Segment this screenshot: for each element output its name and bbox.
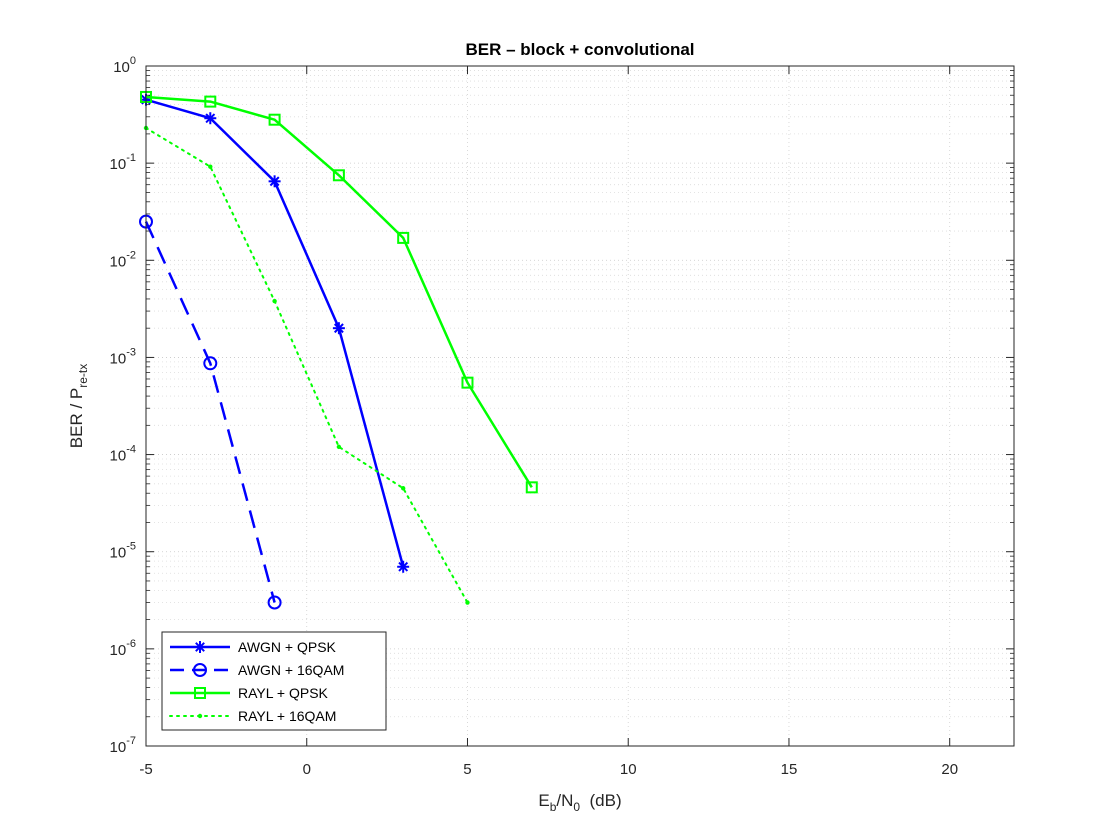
y-tick-label: 10-5: [110, 541, 136, 562]
data-point-circle: [267, 595, 282, 610]
x-tick-label: 20: [941, 761, 958, 778]
x-axis-label-tail: (dB): [580, 791, 622, 810]
y-axis-label: BER / Pre-tx: [67, 364, 90, 448]
y-tick-label: 10-7: [110, 735, 136, 756]
legend-label: AWGN + 16QAM: [238, 662, 344, 678]
data-point-square: [194, 687, 206, 699]
data-point-dot: [400, 486, 406, 491]
data-point-square: [461, 376, 474, 389]
y-tick-label: 100: [113, 55, 136, 76]
legend-item: RAYL + 16QAM: [169, 708, 336, 724]
svg-text:Eb/N0 (dB): Eb/N0 (dB): [538, 791, 621, 814]
legend-label: AWGN + QPSK: [238, 639, 337, 655]
y-tick-label: 10-6: [110, 638, 136, 659]
y-axis-label-main: BER / P: [67, 388, 86, 448]
axes-box: [145, 65, 1015, 747]
y-tick-labels: 100 10-1 10-2 10-3 10-4 10-5 10-6 10-7: [110, 55, 136, 756]
data-point-square: [397, 231, 410, 244]
series-4: [143, 125, 470, 605]
y-tick-label: 10-1: [110, 152, 136, 173]
series-line: [145, 95, 533, 488]
y-axis-label-sub: re-tx: [76, 364, 90, 388]
x-axis-label: Eb/N0 (dB): [538, 791, 621, 814]
data-point-square: [204, 95, 217, 108]
data-point-circle: [193, 663, 207, 677]
data-point-square: [525, 481, 538, 494]
y-tick-label: 10-4: [110, 444, 136, 465]
data-point-square: [268, 113, 281, 126]
x-axis-label-sub2: 0: [573, 800, 580, 814]
data-point-dot: [197, 713, 203, 719]
legend-item: AWGN + 16QAM: [170, 662, 344, 678]
legend-item: AWGN + QPSK: [170, 639, 337, 655]
data-point-asterisk: [204, 112, 217, 125]
data-point-dot: [465, 600, 470, 605]
data-point-dot: [208, 164, 213, 169]
data-point-asterisk: [397, 560, 410, 573]
series-line: [145, 127, 469, 604]
y-tick-label: 10-3: [110, 346, 136, 367]
data-point-asterisk: [332, 322, 345, 335]
x-axis-label-mid: /N: [556, 791, 573, 810]
x-tick-labels: -5 0 5 10 15 20: [139, 761, 958, 778]
chart-title: BER – block + convolutional: [465, 40, 694, 59]
legend-label: RAYL + QPSK: [238, 685, 329, 701]
y-tick-label: 10-2: [110, 249, 136, 270]
legend: AWGN + QPSK AWGN + 16QAM RAYL + QPSK RAYL +…: [161, 631, 387, 731]
series-line: [144, 221, 276, 603]
series-layer: [139, 90, 538, 610]
data-point-dot: [272, 298, 277, 304]
series-3: [140, 90, 538, 494]
x-tick-label: 5: [463, 761, 471, 778]
data-point-square: [332, 169, 345, 182]
x-tick-label: -5: [139, 761, 152, 778]
data-point-asterisk: [268, 175, 281, 188]
x-tick-label: 0: [303, 761, 311, 778]
tick-marks: [145, 65, 1014, 747]
legend-item: RAYL + QPSK: [170, 685, 329, 701]
x-axis-label-sub1: b: [550, 800, 557, 814]
x-tick-label: 10: [620, 761, 637, 778]
data-point-dot: [336, 444, 342, 450]
data-point-asterisk: [194, 641, 206, 653]
x-tick-label: 15: [781, 761, 798, 778]
x-axis-label-main: E: [538, 791, 549, 810]
svg-text:BER / Pre-tx: BER / Pre-tx: [67, 364, 90, 448]
legend-label: RAYL + 16QAM: [238, 708, 336, 724]
data-point-circle: [203, 356, 218, 371]
